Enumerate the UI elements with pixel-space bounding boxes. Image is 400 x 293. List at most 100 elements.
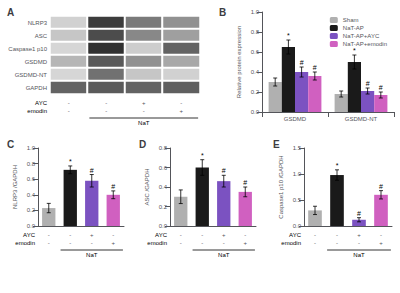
svg-text:A: A [7, 7, 14, 18]
svg-text:#: # [111, 183, 115, 190]
svg-text:-: - [48, 232, 50, 238]
svg-text:-: - [314, 232, 316, 238]
svg-text:NaT-AP+emodin: NaT-AP+emodin [343, 41, 387, 47]
svg-text:#: # [313, 64, 317, 71]
svg-text:0.0: 0.0 [159, 223, 168, 229]
svg-text:0.2: 0.2 [159, 204, 168, 210]
svg-text:E: E [273, 139, 280, 150]
svg-text:-: - [336, 240, 338, 246]
svg-text:-: - [68, 100, 70, 106]
svg-text:-: - [91, 240, 93, 246]
svg-text:*: * [69, 158, 72, 165]
svg-text:-: - [143, 108, 145, 114]
svg-text:-: - [112, 232, 114, 238]
svg-text:0.4: 0.4 [251, 69, 260, 75]
svg-text:-: - [180, 232, 182, 238]
svg-text:AYC: AYC [289, 232, 302, 238]
svg-text:1.0: 1.0 [27, 145, 36, 151]
svg-text:0.6: 0.6 [251, 49, 260, 55]
svg-text:-: - [68, 108, 70, 114]
svg-text:0.0: 0.0 [251, 109, 260, 115]
svg-text:NaT: NaT [86, 252, 98, 258]
svg-text:*: * [353, 47, 356, 54]
svg-text:GSDMD: GSDMD [25, 59, 48, 65]
svg-text:-: - [69, 232, 71, 238]
svg-text:*: * [201, 152, 204, 159]
svg-text:NaT: NaT [353, 252, 365, 258]
svg-text:#: # [300, 59, 304, 66]
svg-text:#: # [366, 80, 370, 87]
svg-text:GSDMD-NT: GSDMD-NT [15, 72, 48, 78]
svg-text:GSDMD-NT: GSDMD-NT [345, 116, 378, 122]
svg-text:1.0: 1.0 [251, 9, 260, 15]
svg-text:*: * [287, 32, 290, 39]
svg-text:-: - [201, 240, 203, 246]
svg-text:-: - [380, 232, 382, 238]
svg-text:0.5: 0.5 [293, 197, 302, 203]
svg-text:0.0: 0.0 [293, 223, 302, 229]
svg-text:emodin: emodin [281, 240, 301, 246]
svg-text:#: # [357, 210, 361, 217]
svg-text:-: - [314, 240, 316, 246]
svg-text:0.2: 0.2 [251, 89, 260, 95]
svg-text:NaT: NaT [138, 120, 150, 126]
svg-text:emodin: emodin [15, 240, 35, 246]
svg-text:-: - [69, 240, 71, 246]
svg-text:#: # [90, 167, 94, 174]
svg-text:+: + [357, 232, 361, 238]
svg-text:#: # [243, 179, 247, 186]
svg-text:0.8: 0.8 [27, 161, 36, 167]
svg-text:ASC: ASC [35, 33, 48, 39]
svg-text:#: # [222, 167, 226, 174]
svg-text:NaT: NaT [218, 252, 230, 258]
svg-text:GAPDH: GAPDH [26, 85, 47, 91]
svg-text:+: + [142, 100, 146, 106]
svg-text:-: - [244, 232, 246, 238]
svg-text:-: - [180, 100, 182, 106]
svg-text:AYC: AYC [35, 100, 48, 106]
svg-text:-: - [180, 240, 182, 246]
svg-text:B: B [219, 7, 226, 18]
svg-text:D: D [139, 139, 146, 150]
svg-text:Caspase1 p10: Caspase1 p10 [8, 46, 47, 52]
svg-text:-: - [48, 240, 50, 246]
svg-text:*: * [336, 162, 339, 169]
svg-text:NaT-AP: NaT-AP [343, 25, 364, 31]
svg-text:#: # [379, 183, 383, 190]
svg-text:-: - [358, 240, 360, 246]
svg-text:-: - [223, 240, 225, 246]
svg-text:emodin: emodin [147, 240, 167, 246]
svg-text:+: + [379, 240, 383, 246]
svg-text:-: - [105, 100, 107, 106]
svg-text:GSDMD: GSDMD [284, 116, 307, 122]
svg-text:0.4: 0.4 [159, 184, 168, 190]
svg-text:-: - [336, 232, 338, 238]
svg-text:NLRP3: NLRP3 [28, 20, 48, 26]
svg-text:0.8: 0.8 [159, 145, 168, 151]
svg-text:0.4: 0.4 [27, 192, 36, 198]
svg-text:+: + [111, 240, 115, 246]
svg-text:ASC /GAPDH: ASC /GAPDH [144, 168, 150, 205]
svg-text:AYC: AYC [23, 232, 36, 238]
svg-text:-: - [105, 108, 107, 114]
svg-text:NLRP3 /GAPDH: NLRP3 /GAPDH [12, 165, 18, 209]
svg-text:Caspase1 p10 /GAPDH: Caspase1 p10 /GAPDH [278, 155, 284, 218]
svg-text:0.6: 0.6 [27, 176, 36, 182]
svg-text:0.6: 0.6 [159, 165, 168, 171]
svg-text:Sham: Sham [343, 17, 359, 23]
svg-text:+: + [90, 232, 94, 238]
svg-text:0.2: 0.2 [27, 207, 36, 213]
svg-text:+: + [222, 232, 226, 238]
svg-text:+: + [179, 108, 183, 114]
svg-text:NaT-AP+AYC: NaT-AP+AYC [343, 33, 380, 39]
svg-text:-: - [201, 232, 203, 238]
svg-text:0.8: 0.8 [251, 29, 260, 35]
svg-text:#: # [379, 84, 383, 91]
svg-text:emodin: emodin [27, 108, 47, 114]
svg-text:C: C [7, 139, 14, 150]
svg-text:0.0: 0.0 [27, 223, 36, 229]
svg-text:AYC: AYC [155, 232, 168, 238]
svg-text:1.0: 1.0 [293, 171, 302, 177]
svg-text:1.5: 1.5 [293, 145, 302, 151]
svg-text:Relative protein expression: Relative protein expression [236, 26, 242, 98]
